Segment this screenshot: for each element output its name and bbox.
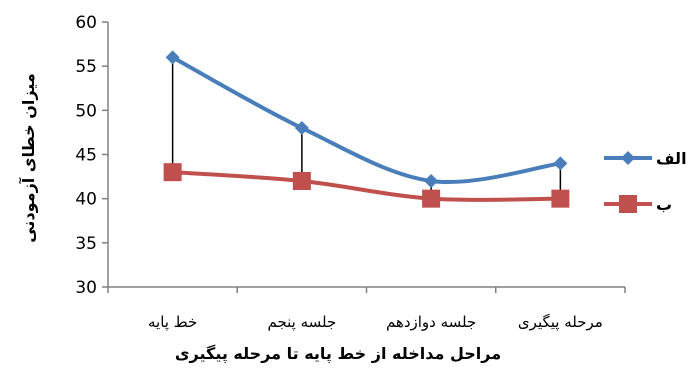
legend-swatch-marker xyxy=(619,195,637,213)
data-point-square xyxy=(292,172,311,190)
x-tick-label: خط پایه xyxy=(148,313,197,332)
data-point-diamond xyxy=(553,156,568,171)
x-axis-ticks: خط پایه جلسه پنجم جلسه دوازدهم مرحله پیگیری xyxy=(107,287,626,332)
series-line-0 xyxy=(171,55,561,184)
data-point-diamond xyxy=(424,174,439,188)
series-line-1 xyxy=(172,170,561,202)
x-tick-label: جلسه دوازدهم xyxy=(386,313,476,331)
data-point-diamond xyxy=(294,121,309,135)
legend-label: الف xyxy=(656,149,687,168)
y-tick-label: 55 xyxy=(75,57,97,77)
y-tick-label: 40 xyxy=(75,190,97,210)
data-point-square xyxy=(163,163,182,182)
data-point-square xyxy=(551,189,570,208)
y-tick-label: 60 xyxy=(75,13,97,33)
plot-frame xyxy=(107,22,625,288)
y-tick-label: 50 xyxy=(75,101,97,121)
x-axis-title: مراحل مداخله از خط پایه تا مرحله پیگیری xyxy=(175,344,501,364)
x-tick-label: مرحله پیگیری xyxy=(518,313,603,332)
y-axis-ticks: 30 35 40 45 50 55 60 xyxy=(75,13,108,298)
y-tick-label: 35 xyxy=(75,234,97,254)
y-axis-title: میزان خطای آزمودنی xyxy=(18,73,38,243)
legend-label: ب xyxy=(656,195,672,214)
series-layer xyxy=(163,50,570,208)
y-tick-label: 30 xyxy=(75,278,97,298)
legend-swatch-marker xyxy=(621,151,635,165)
y-tick-label: 45 xyxy=(75,146,97,166)
data-point-square xyxy=(422,189,441,208)
x-tick-label: جلسه پنجم xyxy=(267,313,336,332)
legend: الف ب xyxy=(604,149,687,214)
data-point-diamond xyxy=(165,50,180,65)
